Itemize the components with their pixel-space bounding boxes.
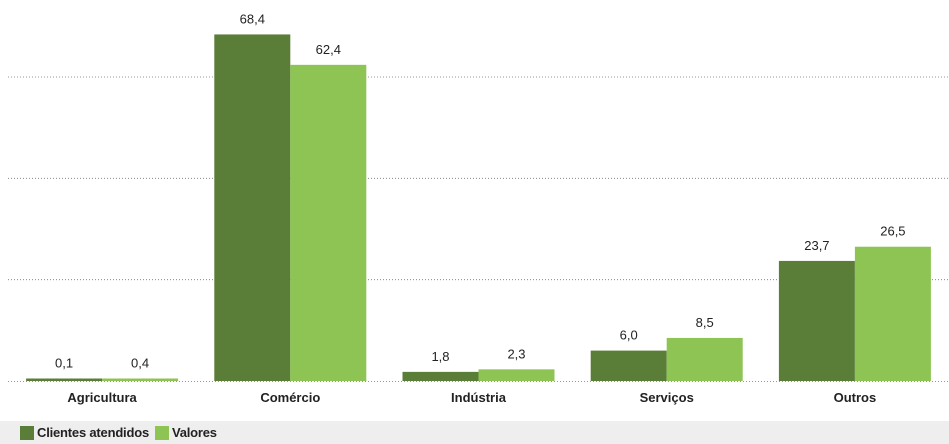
legend: Clientes atendidos Valores [0, 421, 949, 444]
category-labels: Agricultura Comércio Indústria Serviços Outr… [67, 390, 876, 405]
bars [26, 34, 931, 381]
category-label: Serviços [640, 390, 694, 405]
category-label: Outros [834, 390, 877, 405]
bar-clientes-atendidos-indústria [402, 371, 479, 381]
legend-swatch [154, 425, 169, 440]
value-label: 8,5 [696, 315, 714, 330]
category-label: Comércio [260, 390, 320, 405]
value-labels: 0,1 0,4 68,4 62,4 1,8 2,3 6,0 8,5 23,7 26,5 [55, 11, 905, 370]
legend-swatch [20, 425, 34, 440]
bar-valores-serviços [666, 337, 743, 381]
value-label: 23,7 [804, 238, 829, 253]
bar-valores-comércio [290, 64, 367, 381]
bar-clientes-atendidos-agricultura [26, 378, 103, 381]
value-label: 6,0 [620, 328, 638, 343]
value-label: 68,4 [240, 11, 265, 26]
bar-clientes-atendidos-outros [778, 260, 855, 381]
legend-item-valores: Valores [154, 425, 217, 440]
gridlines [8, 76, 949, 382]
bar-valores-outros [854, 246, 931, 381]
legend-label: Valores [171, 425, 217, 440]
bar-valores-indústria [478, 369, 555, 381]
bar-chart: 0,1 0,4 68,4 62,4 1,8 2,3 6,0 8,5 23,7 26,5 Agric… [8, 11, 949, 405]
category-label: Indústria [451, 390, 507, 405]
bar-clientes-atendidos-serviços [590, 350, 667, 381]
value-label: 62,4 [316, 42, 341, 57]
category-label: Agricultura [67, 390, 137, 405]
value-label: 1,8 [431, 349, 449, 364]
bar-clientes-atendidos-comércio [214, 34, 291, 381]
value-label: 0,4 [131, 356, 149, 371]
value-label: 26,5 [880, 224, 905, 239]
value-label: 0,1 [55, 356, 73, 371]
legend-label: Clientes atendidos [37, 425, 149, 440]
bar-valores-agricultura [102, 378, 179, 381]
legend-item-clientes: Clientes atendidos [20, 425, 149, 440]
value-label: 2,3 [507, 346, 525, 361]
